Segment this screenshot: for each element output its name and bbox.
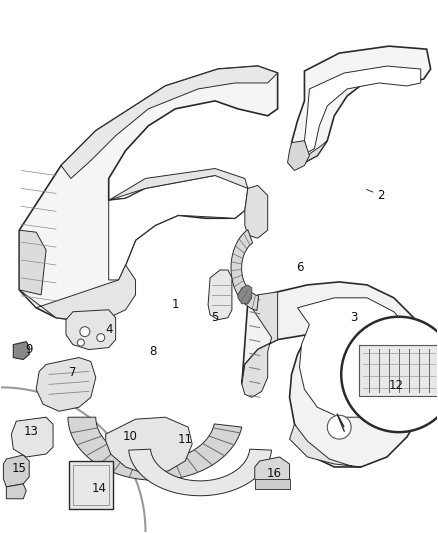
Polygon shape [255,479,290,489]
Polygon shape [69,461,113,508]
Text: 6: 6 [296,262,303,274]
Polygon shape [245,185,268,238]
Polygon shape [19,230,46,295]
Polygon shape [11,417,53,457]
Polygon shape [4,455,29,487]
Polygon shape [36,358,96,411]
Text: 14: 14 [91,482,106,495]
Text: 16: 16 [267,467,282,480]
Text: 9: 9 [25,343,33,356]
Polygon shape [129,449,272,496]
Polygon shape [7,484,26,499]
Circle shape [80,327,90,337]
FancyBboxPatch shape [359,345,438,397]
Polygon shape [66,310,116,350]
Bar [73,465,109,505]
Text: 7: 7 [69,366,77,379]
Text: 5: 5 [212,311,219,324]
Polygon shape [255,457,290,487]
Polygon shape [242,292,278,397]
Circle shape [341,317,438,432]
Polygon shape [19,66,278,322]
Polygon shape [208,270,232,320]
Polygon shape [61,66,278,179]
Circle shape [97,334,105,342]
Polygon shape [19,265,135,322]
Polygon shape [297,298,417,417]
Polygon shape [106,417,192,474]
Text: 2: 2 [377,189,385,202]
Polygon shape [109,175,248,280]
Polygon shape [109,168,248,200]
Polygon shape [290,424,361,467]
Polygon shape [292,46,431,163]
Polygon shape [13,342,29,360]
Text: 15: 15 [12,463,27,475]
Polygon shape [288,141,309,171]
Text: 13: 13 [24,425,39,438]
Text: 8: 8 [150,345,157,358]
Text: 10: 10 [123,430,138,442]
Polygon shape [68,417,242,480]
Circle shape [78,339,85,346]
Text: 4: 4 [105,323,113,336]
Polygon shape [304,66,421,152]
Polygon shape [238,285,252,304]
Text: 3: 3 [350,311,358,324]
Polygon shape [231,230,258,311]
Text: 11: 11 [178,433,193,446]
Text: 1: 1 [172,298,179,311]
Polygon shape [294,141,327,163]
Text: 12: 12 [389,379,403,392]
Polygon shape [242,282,429,467]
Circle shape [327,415,351,439]
